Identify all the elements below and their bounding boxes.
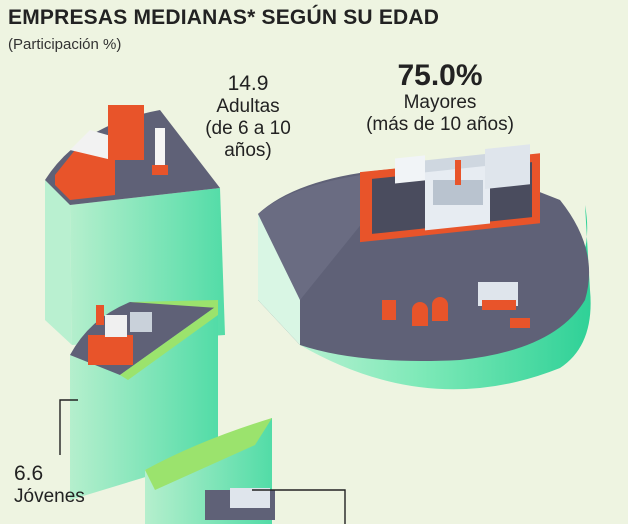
label-jovenes: 6.6 Jóvenes <box>14 462 104 524</box>
label-mayores-value: 75.0% <box>397 59 483 92</box>
slice-adultas-wall <box>45 180 72 345</box>
small-factory-icon <box>88 305 152 365</box>
slice-mayores <box>258 144 591 390</box>
slice-remainder-top <box>145 418 272 490</box>
red-factory-icon <box>55 105 168 200</box>
leader-line-remainder <box>252 489 346 524</box>
label-jovenes-value: 6.6 <box>14 462 44 485</box>
label-mayores: 75.0% Mayores (más de 10 años) <box>350 60 530 136</box>
chart-subtitle: (Participación %) <box>8 36 122 53</box>
label-adultas: 14.9 Adultas (de 6 a 10 años) <box>198 72 298 162</box>
label-adultas-line1: Adultas <box>216 96 280 117</box>
chart-title: EMPRESAS MEDIANAS* SEGÚN SU EDAD <box>8 6 440 29</box>
slice-remainder <box>145 418 275 524</box>
label-mayores-line2: (más de 10 años) <box>366 114 514 135</box>
label-adultas-line2: (de 6 a 10 <box>205 118 291 139</box>
label-adultas-value: 14.9 <box>227 72 269 95</box>
label-jovenes-line1: Jóvenes <box>14 486 85 507</box>
factory-complex-icon <box>360 144 540 328</box>
label-adultas-line3: años) <box>224 140 272 161</box>
leader-line-jovenes <box>59 399 78 455</box>
label-mayores-line1: Mayores <box>403 92 477 113</box>
slice-jovenes <box>70 300 218 500</box>
